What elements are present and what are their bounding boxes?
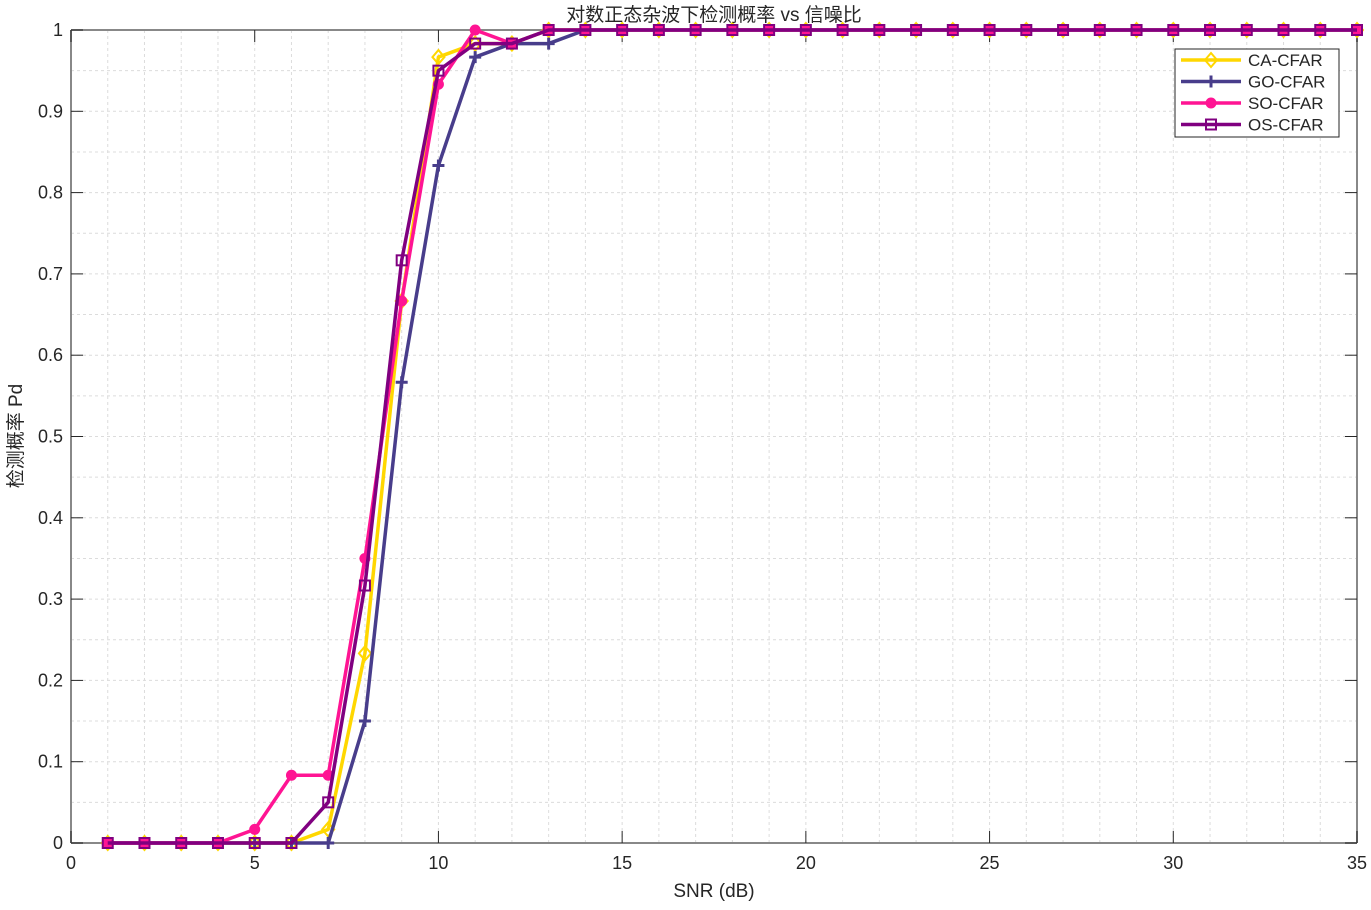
data-point-plus <box>395 376 408 389</box>
y-tick-label: 0.7 <box>38 264 63 284</box>
x-tick-label: 5 <box>250 853 260 873</box>
series-group <box>100 21 1365 852</box>
data-point-square <box>873 24 886 36</box>
y-tick-label: 0.3 <box>38 589 63 609</box>
y-tick-label: 0.1 <box>38 752 63 772</box>
data-point-square <box>432 64 445 77</box>
legend-label: CA-CFAR <box>1248 51 1323 70</box>
data-point-plus <box>432 159 445 172</box>
data-point-square <box>1130 24 1143 36</box>
data-point-square <box>1020 24 1033 36</box>
data-point-square <box>983 24 996 36</box>
data-point-circle <box>1205 97 1217 109</box>
data-point-circle <box>469 24 481 36</box>
data-point-square <box>248 837 261 849</box>
data-point-square <box>1204 24 1217 36</box>
data-point-square <box>1277 24 1290 36</box>
data-point-square <box>726 24 739 36</box>
legend-item: GO-CFAR <box>1181 73 1325 92</box>
data-point-square <box>505 37 518 50</box>
data-point-square <box>579 24 592 36</box>
data-point-square <box>1167 24 1180 36</box>
x-tick-label: 30 <box>1163 853 1183 873</box>
legend-label: OS-CFAR <box>1248 116 1324 135</box>
data-point-square <box>138 837 151 849</box>
y-tick-label: 1 <box>53 20 63 40</box>
legend-label: SO-CFAR <box>1248 94 1324 113</box>
legend-box <box>1174 48 1340 138</box>
data-point-square <box>763 24 776 36</box>
data-point-square <box>799 24 812 36</box>
data-point-diamond <box>1203 51 1219 69</box>
data-point-circle <box>285 769 297 781</box>
series-os-cfar <box>101 24 1363 849</box>
data-point-plus <box>358 715 371 728</box>
data-point-square <box>358 579 371 592</box>
data-point-plus <box>1205 75 1217 88</box>
grid <box>70 29 1358 844</box>
x-tick-label: 10 <box>428 853 448 873</box>
data-point-square <box>1314 24 1327 36</box>
y-tick-label: 0 <box>53 833 63 853</box>
data-point-diamond <box>431 48 446 66</box>
data-point-square <box>946 24 959 36</box>
data-point-square <box>175 837 188 849</box>
y-tick-label: 0.8 <box>38 183 63 203</box>
data-point-square <box>1057 24 1070 36</box>
data-point-square <box>1093 24 1106 36</box>
x-tick-label: 15 <box>612 853 632 873</box>
x-axis-label: SNR (dB) <box>673 881 754 902</box>
data-point-square <box>211 837 224 849</box>
legend-item: SO-CFAR <box>1181 94 1324 113</box>
y-tick-label: 0.2 <box>38 670 63 690</box>
data-point-diamond <box>357 644 373 662</box>
data-point-square <box>469 37 482 50</box>
data-point-square <box>910 24 923 36</box>
data-point-square <box>1240 24 1253 36</box>
data-point-square <box>285 837 298 849</box>
series-line <box>107 28 1357 845</box>
data-point-plus <box>542 37 555 50</box>
data-point-plus <box>469 51 482 64</box>
data-point-square <box>652 24 665 36</box>
data-point-plus <box>322 837 335 849</box>
legend-label: GO-CFAR <box>1248 73 1325 92</box>
data-point-square <box>616 24 629 36</box>
data-point-square <box>101 837 114 849</box>
legend-item: OS-CFAR <box>1181 116 1324 135</box>
legend: CA-CFAR GO-CFAR SO-CFAR OS-CFAR <box>1174 48 1340 138</box>
legend-item: CA-CFAR <box>1181 51 1323 70</box>
data-point-square <box>542 24 555 36</box>
data-point-circle <box>249 823 261 835</box>
x-tick-label: 25 <box>980 853 1000 873</box>
data-point-square <box>1351 24 1363 36</box>
y-axis-label: 检测概率 Pd <box>5 384 27 489</box>
data-point-square <box>1205 118 1217 131</box>
data-point-square <box>395 254 408 267</box>
y-tick-label: 0.6 <box>38 345 63 365</box>
y-tick-label: 0.5 <box>38 427 63 447</box>
data-point-square <box>689 24 702 36</box>
y-tick-label: 0.9 <box>38 101 63 121</box>
x-tick-label: 0 <box>66 853 76 873</box>
data-point-square <box>836 24 849 36</box>
x-tick-label: 20 <box>796 853 816 873</box>
y-tick-label: 0.4 <box>38 508 63 528</box>
data-point-square <box>322 796 335 809</box>
x-tick-label: 35 <box>1347 853 1367 873</box>
chart-title: 对数正态杂波下检测概率 vs 信噪比 <box>566 4 862 26</box>
